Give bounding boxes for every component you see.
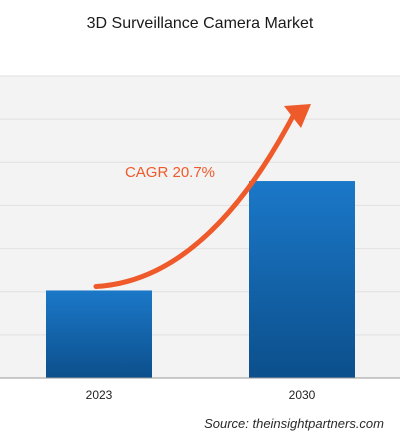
bar-2023: [46, 290, 152, 378]
cagr-arrow-head: [284, 104, 311, 128]
x-axis-ticks: 2023 2030: [86, 388, 316, 402]
source-note: Source: theinsightpartners.com: [204, 416, 384, 431]
cagr-label: CAGR 20.7%: [125, 164, 215, 181]
chart-title: 3D Surveillance Camera Market: [87, 15, 314, 32]
bars: [46, 181, 355, 378]
x-tick-label-2023: 2023: [86, 388, 113, 402]
bar-2030: [249, 181, 355, 378]
x-tick-label-2030: 2030: [289, 388, 316, 402]
cagr-arrow-shaft: [93, 113, 296, 289]
